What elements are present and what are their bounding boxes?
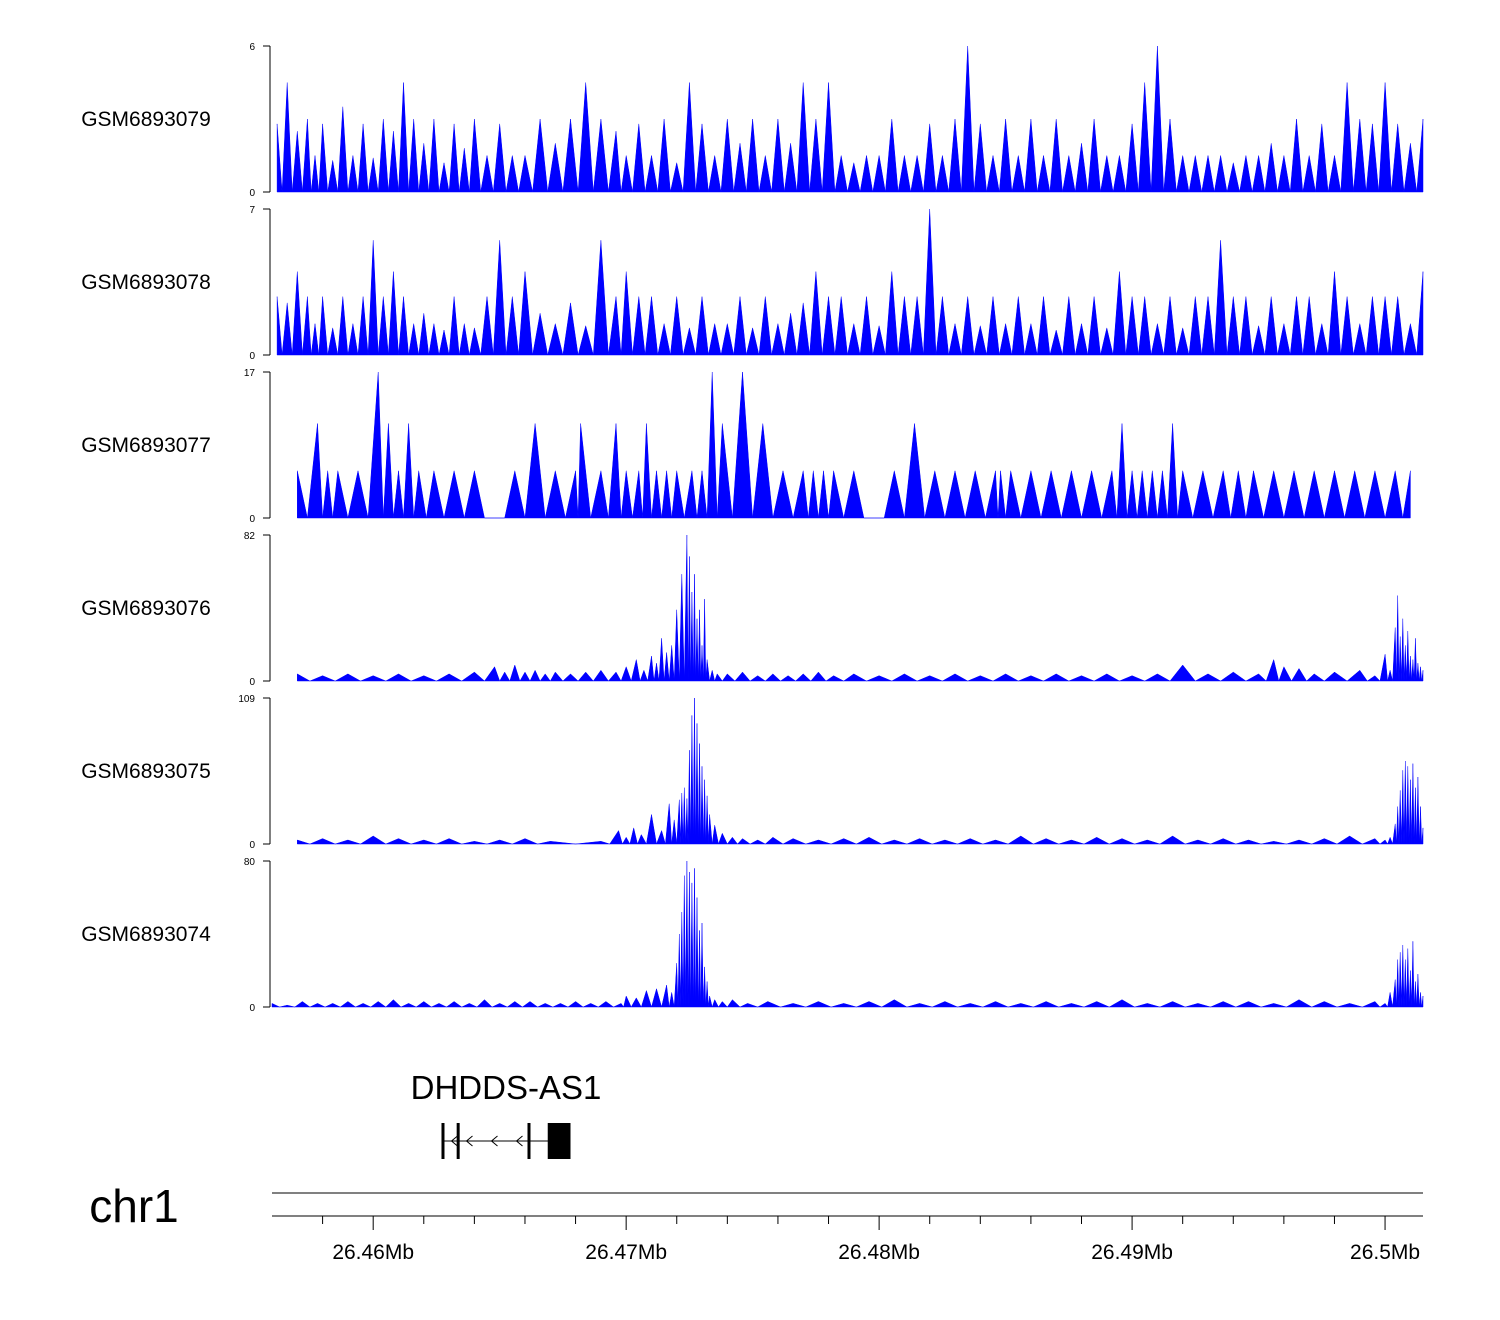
track-label: GSM6893074 bbox=[81, 923, 211, 946]
strand-arrow bbox=[450, 1135, 458, 1147]
chromosome-label: chr1 bbox=[89, 1180, 178, 1232]
track-label: GSM6893079 bbox=[81, 108, 211, 131]
genomic-axis: chr1 26.46Mb 26.47Mb 26.48Mb 26.49Mb 26.5Mb bbox=[89, 1180, 1423, 1264]
coverage-area bbox=[271, 860, 1424, 1008]
track-label: GSM6893077 bbox=[81, 434, 211, 457]
y-axis-min-label: 0 bbox=[249, 840, 255, 851]
coverage-area bbox=[297, 371, 1411, 519]
y-axis-max-label: 7 bbox=[249, 205, 255, 216]
track-label: GSM6893076 bbox=[81, 597, 211, 620]
strand-arrow bbox=[490, 1135, 498, 1147]
y-axis-min-label: 0 bbox=[249, 188, 255, 199]
y-axis-min-label: 0 bbox=[249, 514, 255, 525]
strand-arrow bbox=[515, 1135, 523, 1147]
y-axis-max-label: 109 bbox=[238, 694, 255, 705]
coverage-tracks: GSM689307960GSM689307870GSM6893077170GSM… bbox=[81, 42, 1424, 1014]
track-GSM6893075: GSM6893075 109 0 bbox=[81, 694, 1424, 851]
coverage-area bbox=[297, 534, 1424, 682]
gene-label: DHDDS-AS1 bbox=[411, 1069, 602, 1106]
y-axis-min-label: 0 bbox=[249, 1003, 255, 1014]
y-axis-min-label: 0 bbox=[249, 677, 255, 688]
track-GSM6893074: GSM6893074 80 0 bbox=[81, 857, 1424, 1014]
coverage-area bbox=[297, 697, 1424, 845]
axis-tick-label: 26.48Mb bbox=[838, 1241, 920, 1264]
track-label: GSM6893078 bbox=[81, 271, 211, 294]
axis-tick-label: 26.5Mb bbox=[1350, 1241, 1420, 1264]
y-axis-max-label: 17 bbox=[244, 368, 256, 379]
coverage-area bbox=[276, 208, 1424, 356]
axis-tick-label: 26.49Mb bbox=[1091, 1241, 1173, 1264]
gene-exon bbox=[456, 1123, 460, 1159]
y-axis-max-label: 80 bbox=[244, 857, 256, 868]
axis-tick-label: 26.47Mb bbox=[585, 1241, 667, 1264]
gene-exon bbox=[547, 1123, 571, 1159]
track-GSM6893076: GSM6893076 82 0 bbox=[81, 531, 1424, 688]
track-GSM6893079: GSM6893079 6 0 bbox=[81, 42, 1424, 199]
gene-track: DHDDS-AS1 bbox=[411, 1069, 602, 1159]
gene-exon bbox=[527, 1123, 531, 1159]
track-label: GSM6893075 bbox=[81, 760, 211, 783]
y-axis-max-label: 82 bbox=[244, 531, 256, 542]
y-axis-min-label: 0 bbox=[249, 351, 255, 362]
track-GSM6893078: GSM6893078 7 0 bbox=[81, 205, 1424, 362]
axis-tick-label: 26.46Mb bbox=[332, 1241, 414, 1264]
track-GSM6893077: GSM6893077 17 0 bbox=[81, 368, 1411, 525]
gene-exon bbox=[441, 1123, 445, 1159]
strand-arrow bbox=[465, 1135, 473, 1147]
coverage-area bbox=[276, 45, 1424, 193]
y-axis-max-label: 6 bbox=[249, 42, 255, 53]
